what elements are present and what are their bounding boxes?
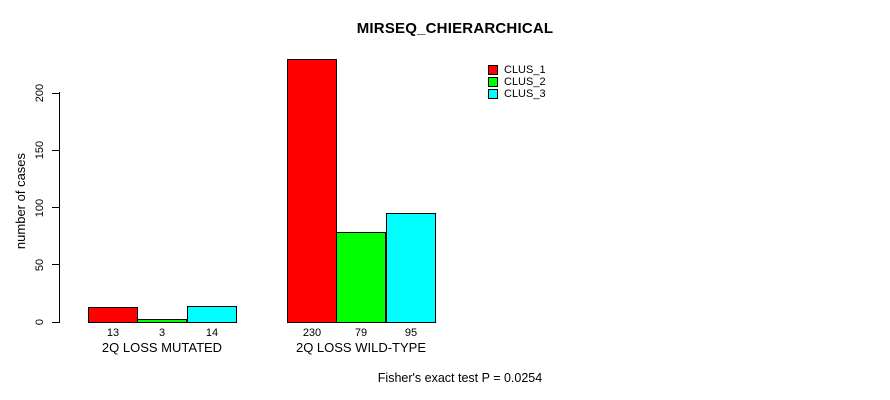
y-axis-tick [52, 149, 59, 151]
bar-clus_2-2 [336, 232, 386, 323]
bar-clus_2-1 [137, 319, 187, 323]
legend-row-clus_3: CLUS_3 [488, 88, 546, 100]
y-axis-tick-label: 200 [34, 83, 46, 103]
category-label-2: 2Q LOSS WILD-TYPE [295, 340, 427, 355]
y-axis-tick-label: 50 [34, 258, 46, 271]
legend-swatch-icon [488, 89, 498, 99]
legend-row-clus_1: CLUS_1 [488, 64, 546, 76]
bar-value-label: 14 [205, 327, 219, 339]
y-axis-tick-label: 150 [34, 141, 46, 160]
bar-value-label: 13 [106, 327, 120, 339]
bar-value-label: 95 [404, 327, 418, 339]
y-axis-tick [52, 92, 59, 94]
annotation-text: Fisher's exact test P = 0.0254 [377, 371, 543, 385]
y-axis-tick-label: 0 [34, 318, 46, 326]
legend-swatch-icon [488, 65, 498, 75]
y-axis-line [59, 92, 60, 323]
bar-clus_3-1 [187, 306, 237, 323]
y-axis-tick [52, 207, 59, 208]
chart-title: MIRSEQ_CHIERARCHICAL [356, 20, 554, 37]
legend-label: CLUS_3 [504, 88, 546, 100]
bar-value-label: 79 [354, 327, 368, 339]
bar-value-label: 3 [158, 327, 166, 339]
legend-label: CLUS_1 [504, 64, 546, 76]
bar-clus_3-2 [386, 213, 436, 323]
y-axis-label: number of cases [13, 152, 28, 250]
bar-value-label: 230 [302, 327, 322, 339]
legend-label: CLUS_2 [504, 76, 546, 88]
bar-clus_1-1 [88, 307, 138, 323]
y-axis-tick [52, 321, 59, 323]
category-label-1: 2Q LOSS MUTATED [101, 340, 223, 355]
legend-row-clus_2: CLUS_2 [488, 76, 546, 88]
y-axis-tick-label: 100 [34, 198, 46, 217]
y-axis-tick [52, 264, 59, 266]
legend: CLUS_1 CLUS_2 CLUS_3 [488, 64, 546, 100]
legend-swatch-icon [488, 77, 498, 87]
bar-clus_1-2 [287, 59, 337, 323]
